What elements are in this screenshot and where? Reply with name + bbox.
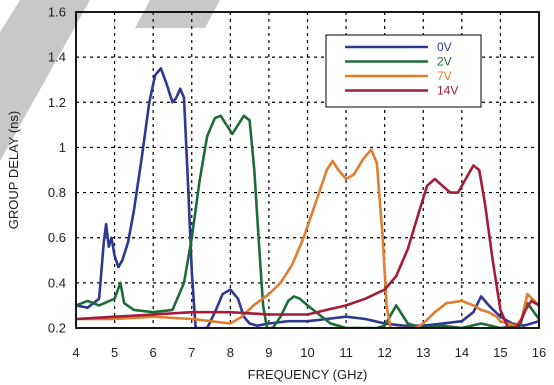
- y-tick-label: 1.4: [48, 50, 66, 65]
- x-tick-label: 16: [532, 345, 546, 360]
- y-tick-label: 1.6: [48, 5, 66, 20]
- x-tick-label: 12: [377, 345, 391, 360]
- watermark-band-left: [0, 0, 90, 162]
- x-tick-label: 4: [72, 345, 79, 360]
- x-axis-title: FREQUENCY (GHz): [248, 367, 368, 382]
- legend-label-7v: 7V: [437, 69, 452, 83]
- y-tick-label: 1: [59, 140, 66, 155]
- y-tick-label: 0.2: [48, 321, 66, 336]
- x-tick-label: 10: [300, 345, 314, 360]
- x-tick-label: 11: [339, 345, 353, 360]
- x-tick-label: 14: [455, 345, 469, 360]
- y-tick-label: 0.8: [48, 185, 66, 200]
- legend-label-2v: 2V: [437, 55, 452, 69]
- y-tick-label: 1.2: [48, 95, 66, 110]
- legend-label-14v: 14V: [437, 84, 458, 98]
- x-tick-label: 8: [227, 345, 234, 360]
- y-tick-label: 0.4: [48, 275, 66, 290]
- watermark-band-top: [135, 0, 220, 28]
- x-tick-label: 7: [188, 345, 195, 360]
- series-line-7v: [76, 148, 539, 328]
- series-group: [76, 67, 539, 328]
- y-tick-label: 0.6: [48, 230, 66, 245]
- x-tick-label: 6: [150, 345, 157, 360]
- x-axis-ticks: 4 5 6 7 8 9 10 11 12 13 14 15 16: [72, 345, 546, 360]
- series-line-2v: [76, 114, 539, 328]
- x-tick-label: 13: [416, 345, 430, 360]
- legend-label-0v: 0V: [437, 40, 452, 54]
- x-tick-label: 15: [493, 345, 507, 360]
- series-line-14v: [76, 164, 539, 328]
- y-axis-ticks: 0.2 0.4 0.6 0.8 1 1.2 1.4 1.6: [48, 5, 66, 336]
- x-tick-label: 9: [265, 345, 272, 360]
- plot-frame: [75, 11, 540, 329]
- series-line-0v: [76, 67, 539, 328]
- y-axis-title: GROUP DELAY (ns): [6, 111, 21, 229]
- x-tick-label: 5: [111, 345, 118, 360]
